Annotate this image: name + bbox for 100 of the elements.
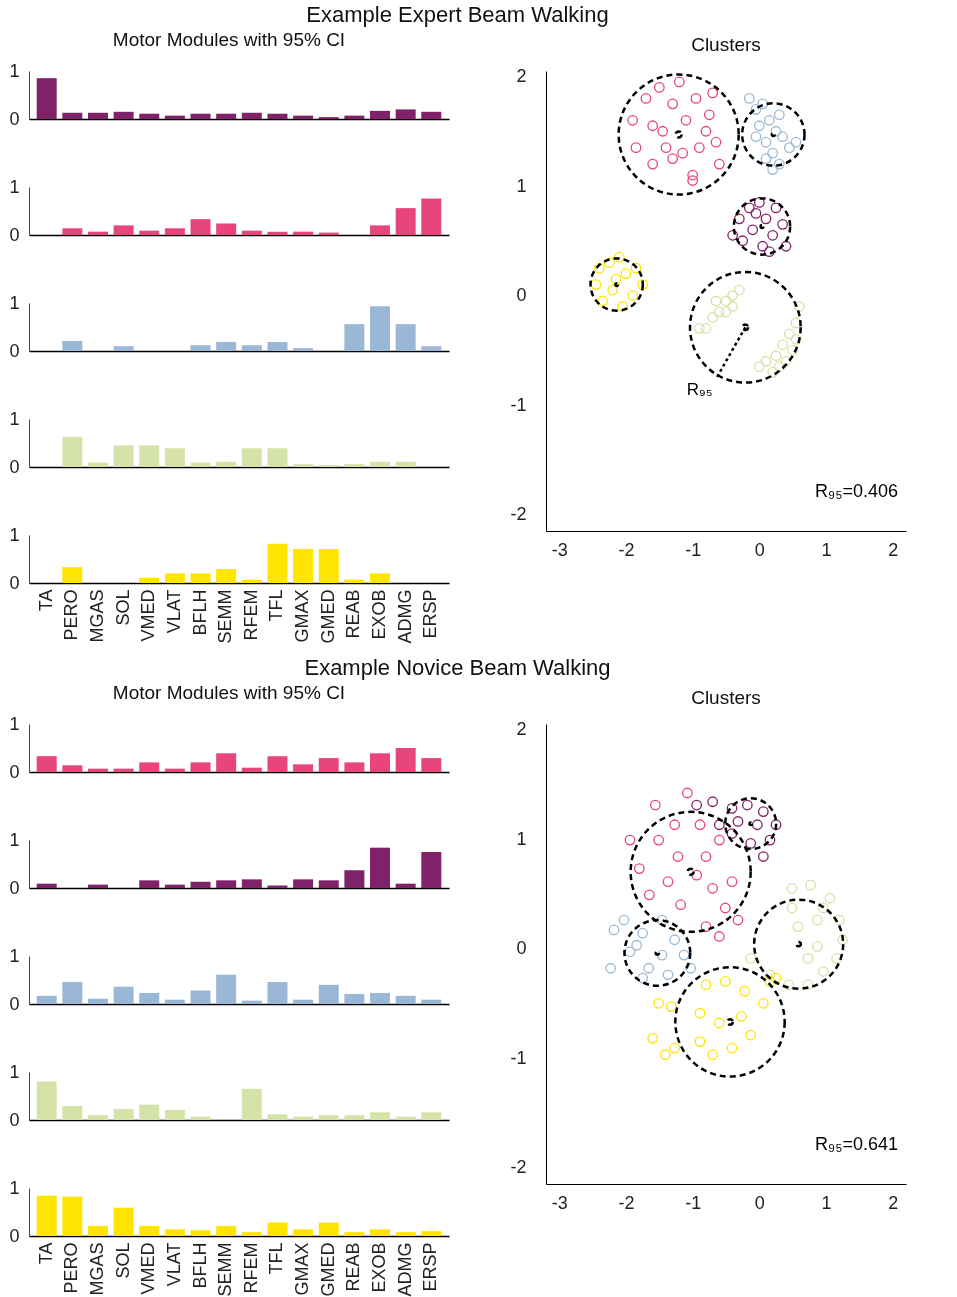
point (760, 213, 772, 225)
y-tick-label: 1 (9, 176, 20, 197)
bar (87, 112, 108, 119)
bar (241, 1232, 262, 1236)
bar (113, 986, 134, 1004)
point (710, 136, 722, 148)
point (805, 879, 817, 891)
point (726, 1042, 738, 1054)
point (764, 834, 776, 846)
point (767, 164, 779, 175)
y-tick-label: 0 (9, 456, 20, 477)
point (687, 169, 699, 181)
bar (36, 78, 57, 119)
x-tick-label: TFL (266, 589, 287, 622)
point (732, 914, 744, 926)
bar (139, 113, 160, 119)
point (653, 997, 665, 1009)
point (745, 838, 757, 849)
point (653, 834, 665, 846)
chart-subtitle: Motor Modules with 95% CI (112, 682, 346, 703)
point (700, 979, 712, 991)
bar (87, 768, 108, 772)
bar (190, 462, 211, 467)
bar (62, 1106, 83, 1120)
x-tick-label: REAB (343, 1242, 364, 1292)
annotation: R₉₅=0.641 (815, 1134, 898, 1154)
x-tick-label: TA (35, 1242, 56, 1265)
point (656, 949, 668, 961)
y-tick-label: 1 (9, 1177, 20, 1198)
chart-title: Example Expert Beam Walking (306, 2, 609, 27)
y-tick-label: 0 (9, 108, 20, 129)
bar (113, 768, 134, 772)
bar (139, 762, 160, 772)
point (773, 109, 785, 121)
point (700, 125, 712, 137)
x-tick-label: RFEM (240, 1242, 261, 1294)
bar (139, 445, 160, 467)
bar (293, 999, 314, 1004)
bar (293, 548, 314, 583)
point (617, 301, 629, 312)
bar (318, 984, 339, 1004)
point (590, 279, 602, 290)
bar (216, 974, 237, 1004)
bar (318, 548, 339, 583)
x-tick-label: VMED (138, 1242, 159, 1295)
point (681, 787, 693, 799)
bar (267, 981, 288, 1004)
point (737, 235, 749, 247)
point (760, 355, 772, 367)
point (620, 268, 632, 279)
point (793, 301, 805, 312)
bar (216, 880, 237, 888)
bar (267, 1222, 288, 1236)
chart-title: Clusters (691, 34, 761, 56)
bar (293, 348, 314, 351)
point (713, 1017, 725, 1029)
y-tick-label: -1 (510, 1047, 527, 1068)
bar (344, 579, 365, 583)
x-tick-label: 0 (754, 539, 765, 560)
point (624, 946, 636, 958)
bar (139, 230, 160, 235)
bar (318, 1222, 339, 1236)
bar (164, 884, 185, 888)
point (694, 819, 706, 831)
y-tick-label: 1 (9, 1061, 20, 1082)
x-tick-label: SEMM (215, 1242, 236, 1297)
x-tick-label: 0 (754, 1192, 765, 1213)
point (811, 940, 823, 952)
point (700, 921, 712, 932)
point (824, 892, 836, 904)
x-tick-label: VLAT (163, 589, 184, 634)
bar (216, 569, 237, 583)
bar (241, 767, 262, 772)
point (745, 1029, 757, 1041)
point (643, 962, 655, 974)
point (633, 863, 645, 874)
x-tick-label: MGAS (86, 1242, 107, 1296)
point (685, 962, 697, 974)
annotation: R₉₅=0.406 (815, 481, 898, 501)
x-tick-label: VLAT (163, 1242, 184, 1287)
point (751, 819, 763, 831)
x-tick-label: 2 (888, 539, 899, 560)
point (777, 339, 789, 351)
point (783, 328, 795, 340)
bar (293, 764, 314, 772)
bar (190, 113, 211, 119)
point (678, 949, 690, 961)
point (777, 218, 789, 230)
point (694, 1036, 706, 1047)
point (693, 323, 705, 334)
bar (139, 1104, 160, 1120)
bar (164, 448, 185, 467)
x-tick-label: GMED (317, 1242, 338, 1297)
x-tick-label: PERO (61, 589, 82, 641)
point (673, 76, 685, 88)
y-tick-label: 1 (9, 713, 20, 734)
point (767, 147, 779, 159)
point (667, 153, 679, 164)
bar (164, 115, 185, 119)
point (691, 869, 703, 881)
